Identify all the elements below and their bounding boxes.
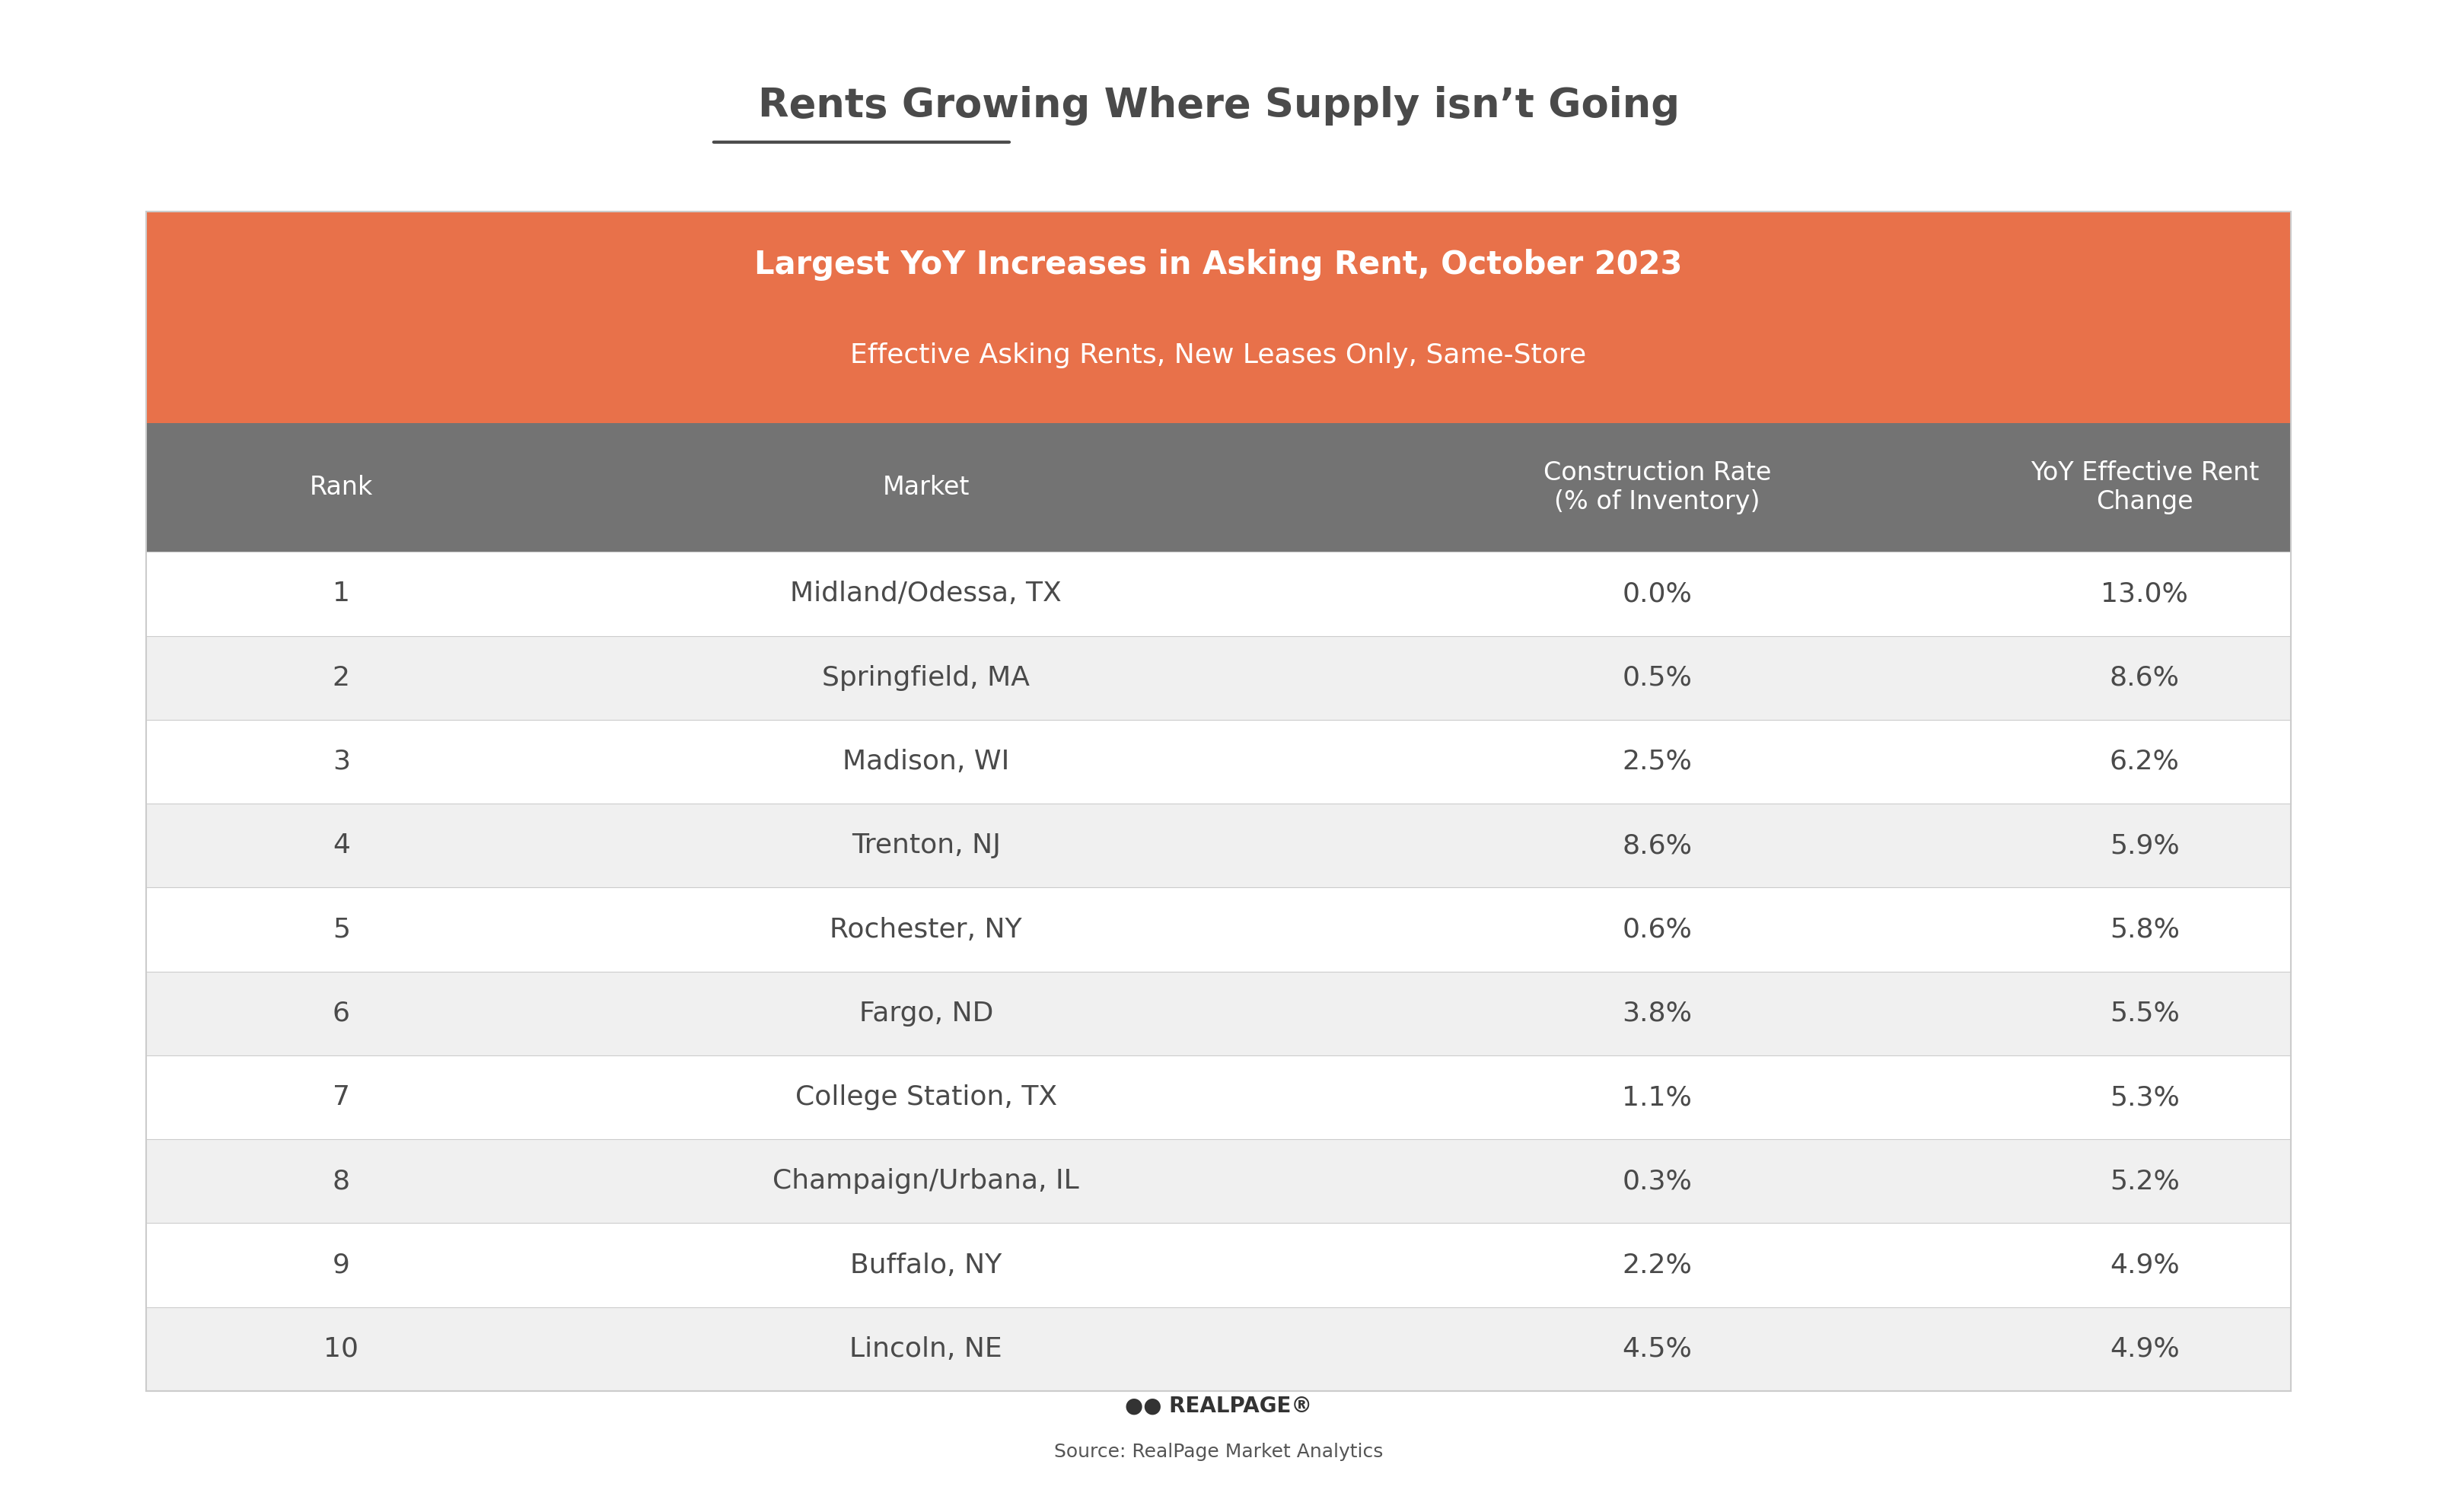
Text: 10: 10 bbox=[324, 1337, 358, 1362]
Text: 8.6%: 8.6% bbox=[2110, 665, 2179, 691]
Text: 5.2%: 5.2% bbox=[2110, 1169, 2179, 1194]
Text: Springfield, MA: Springfield, MA bbox=[821, 665, 1031, 691]
Text: Champaign/Urbana, IL: Champaign/Urbana, IL bbox=[773, 1169, 1080, 1194]
Text: 2.5%: 2.5% bbox=[1623, 748, 1691, 774]
Text: Rents Growing Where Supply isn’t Going: Rents Growing Where Supply isn’t Going bbox=[758, 86, 1679, 125]
FancyBboxPatch shape bbox=[146, 635, 2291, 720]
Text: 8.6%: 8.6% bbox=[1623, 833, 1691, 859]
FancyBboxPatch shape bbox=[146, 552, 2291, 635]
Text: Trenton, NJ: Trenton, NJ bbox=[851, 833, 1002, 859]
Text: 4.9%: 4.9% bbox=[2110, 1252, 2179, 1278]
Text: 0.0%: 0.0% bbox=[1623, 581, 1691, 606]
Text: 4.5%: 4.5% bbox=[1623, 1337, 1691, 1362]
Text: Market: Market bbox=[882, 475, 970, 500]
Text: Construction Rate
(% of Inventory): Construction Rate (% of Inventory) bbox=[1543, 461, 1772, 514]
FancyBboxPatch shape bbox=[146, 804, 2291, 888]
Text: Rochester, NY: Rochester, NY bbox=[831, 916, 1021, 942]
Text: Buffalo, NY: Buffalo, NY bbox=[851, 1252, 1002, 1278]
Text: 5: 5 bbox=[331, 916, 351, 942]
Text: 8: 8 bbox=[331, 1169, 351, 1194]
Text: 0.3%: 0.3% bbox=[1623, 1169, 1691, 1194]
Text: 3.8%: 3.8% bbox=[1623, 1001, 1691, 1027]
Text: 2.2%: 2.2% bbox=[1623, 1252, 1691, 1278]
Text: 13.0%: 13.0% bbox=[2101, 581, 2188, 606]
Text: 6.2%: 6.2% bbox=[2110, 748, 2179, 774]
Text: College Station, TX: College Station, TX bbox=[794, 1084, 1058, 1110]
Text: 7: 7 bbox=[331, 1084, 351, 1110]
Text: 3: 3 bbox=[331, 748, 351, 774]
Text: Source: RealPage Market Analytics: Source: RealPage Market Analytics bbox=[1053, 1442, 1384, 1461]
Text: 4: 4 bbox=[331, 833, 351, 859]
FancyBboxPatch shape bbox=[146, 212, 2291, 423]
Text: 5.3%: 5.3% bbox=[2110, 1084, 2179, 1110]
Text: ●● REALPAGE®: ●● REALPAGE® bbox=[1126, 1396, 1311, 1417]
Text: Midland/Odessa, TX: Midland/Odessa, TX bbox=[790, 581, 1063, 606]
Text: 1: 1 bbox=[331, 581, 351, 606]
Text: Madison, WI: Madison, WI bbox=[843, 748, 1009, 774]
Text: 4.9%: 4.9% bbox=[2110, 1337, 2179, 1362]
FancyBboxPatch shape bbox=[146, 1223, 2291, 1306]
FancyBboxPatch shape bbox=[146, 423, 2291, 552]
Text: Lincoln, NE: Lincoln, NE bbox=[851, 1337, 1002, 1362]
FancyBboxPatch shape bbox=[146, 972, 2291, 1055]
Text: 9: 9 bbox=[331, 1252, 351, 1278]
Text: YoY Effective Rent
Change: YoY Effective Rent Change bbox=[2030, 461, 2259, 514]
Text: 5.9%: 5.9% bbox=[2110, 833, 2179, 859]
Text: 5.8%: 5.8% bbox=[2110, 916, 2179, 942]
FancyBboxPatch shape bbox=[146, 1140, 2291, 1223]
Text: 1.1%: 1.1% bbox=[1623, 1084, 1691, 1110]
FancyBboxPatch shape bbox=[146, 1055, 2291, 1140]
FancyBboxPatch shape bbox=[146, 888, 2291, 972]
Text: 6: 6 bbox=[331, 1001, 351, 1027]
Text: 5.5%: 5.5% bbox=[2110, 1001, 2179, 1027]
Text: 0.5%: 0.5% bbox=[1623, 665, 1691, 691]
Text: Fargo, ND: Fargo, ND bbox=[858, 1001, 994, 1027]
Text: Rank: Rank bbox=[309, 475, 373, 500]
Text: Effective Asking Rents, New Leases Only, Same-Store: Effective Asking Rents, New Leases Only,… bbox=[851, 342, 1586, 369]
Text: 0.6%: 0.6% bbox=[1623, 916, 1691, 942]
FancyBboxPatch shape bbox=[146, 1306, 2291, 1391]
Text: Largest YoY Increases in Asking Rent, October 2023: Largest YoY Increases in Asking Rent, Oc… bbox=[755, 248, 1682, 281]
FancyBboxPatch shape bbox=[146, 720, 2291, 804]
Text: 2: 2 bbox=[331, 665, 351, 691]
